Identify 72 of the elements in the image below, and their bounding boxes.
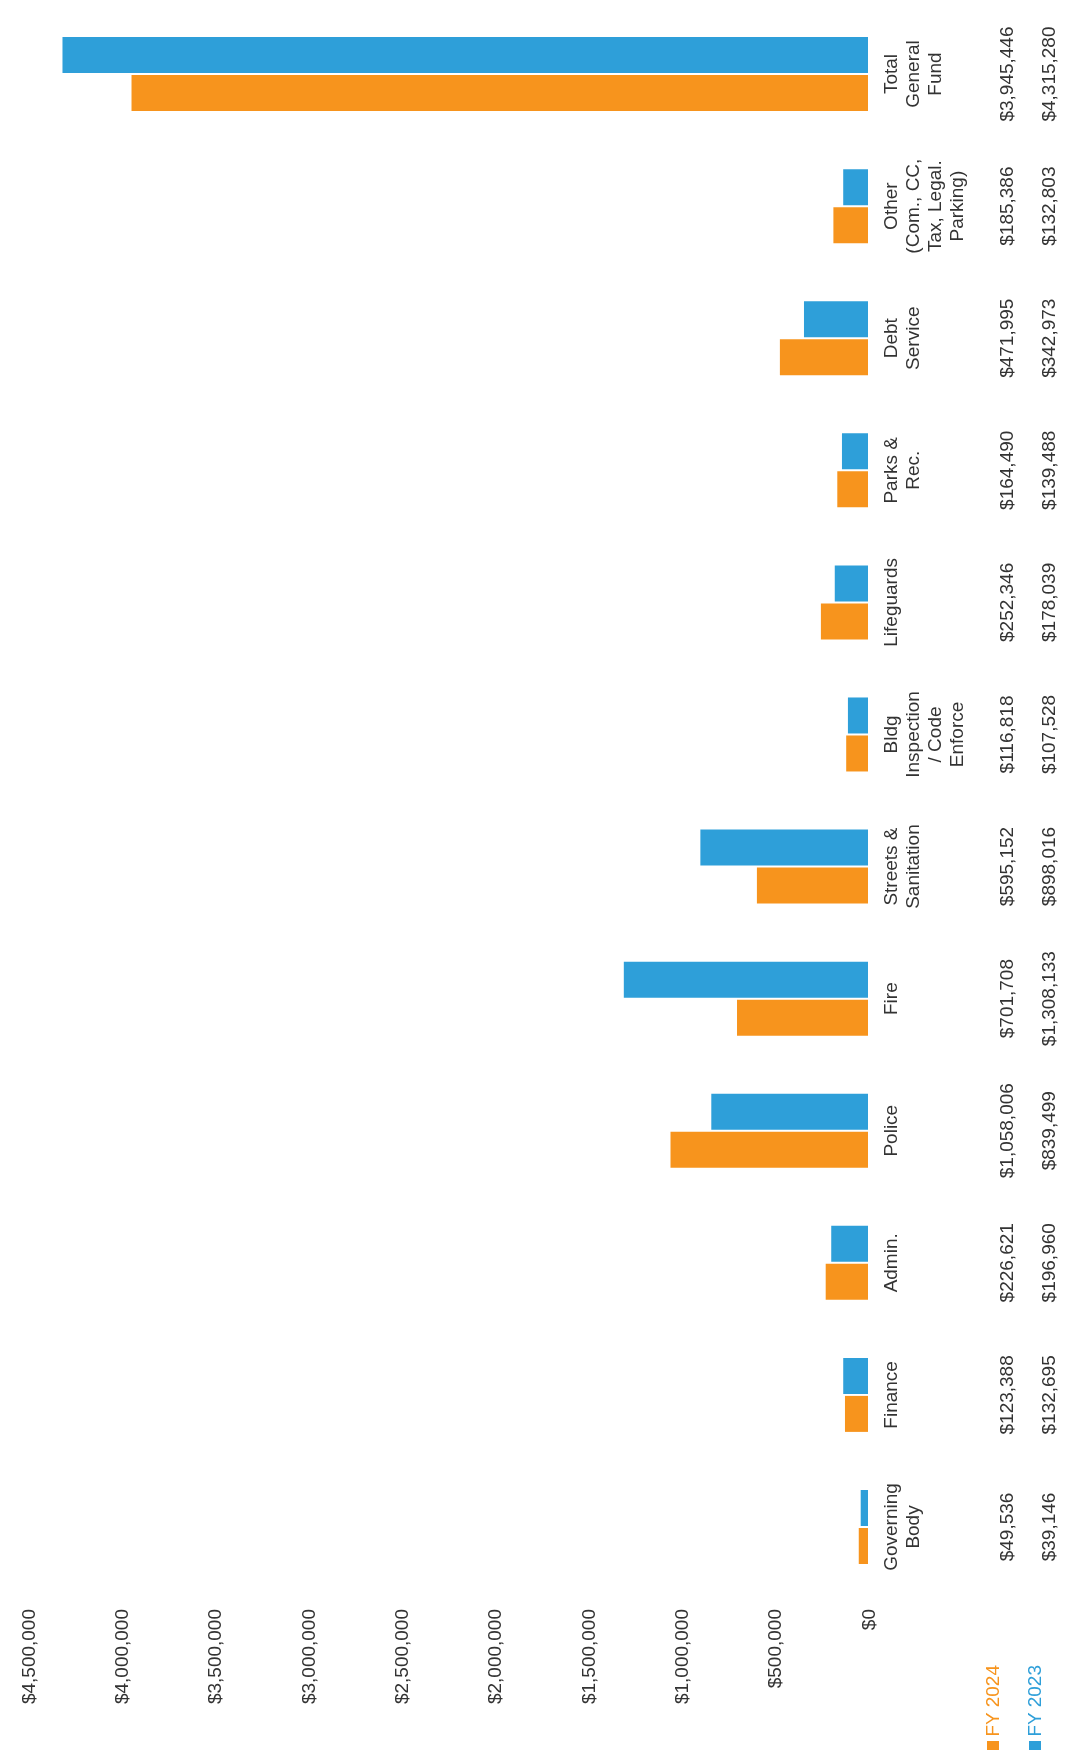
x-tick-label: $0 [857,1609,879,1631]
data-label: $3,945,446 [995,26,1017,122]
data-label: $342,973 [1037,298,1059,378]
x-tick-label: $4,000,000 [110,1609,132,1705]
bar [833,207,868,244]
data-label: $123,388 [995,1355,1017,1435]
data-label: $132,803 [1037,166,1059,246]
y-tick-label: Governing Body [879,1483,923,1571]
bar [847,697,868,734]
bar [843,1357,868,1394]
y-tick-label: Finance [879,1361,901,1429]
bar [700,829,868,866]
bar [837,471,868,508]
data-label: $898,016 [1037,826,1059,907]
y-tick-label: Admin. [879,1233,901,1293]
x-tick-label: $1,500,000 [577,1609,599,1705]
y-tick-label: Police [879,1104,901,1157]
x-tick-label: $500,000 [764,1609,786,1689]
bar [825,1263,868,1300]
y-tick-label: Streets & Sanitation [879,824,923,909]
x-tick-label: $2,500,000 [390,1609,412,1705]
text: FY 2023 [1024,1664,1046,1736]
data-label: $178,039 [1037,562,1059,642]
bar [756,867,868,904]
y-tick-label: Debt Service [879,306,923,370]
bar [779,339,868,376]
bar [711,1093,868,1130]
bar [846,735,868,772]
data-label: $49,536 [995,1492,1017,1562]
bar [844,1395,868,1432]
bar [62,37,868,74]
data-label: $116,818 [995,695,1017,774]
data-label: $1,058,006 [995,1083,1017,1179]
data-label: $196,960 [1037,1223,1059,1303]
data-label: $252,346 [995,562,1017,642]
x-tick-label: $1,000,000 [670,1609,692,1705]
x-tick-label: $3,000,000 [297,1609,319,1705]
x-tick-label: $4,500,000 [17,1609,39,1705]
data-label: $595,152 [995,826,1017,907]
y-tick-label: Total General Fund [879,40,945,108]
bar [831,1225,868,1262]
bar [843,169,868,206]
data-label: $839,499 [1037,1091,1059,1171]
data-label: $701,708 [995,959,1017,1039]
text: FY 2024 [982,1664,1004,1736]
data-label: $39,146 [1037,1492,1059,1562]
bar [834,565,868,602]
bar [623,961,868,998]
data-label: $226,621 [995,1223,1017,1303]
data-label: $185,386 [995,166,1017,246]
data-label: $1,308,133 [1037,951,1059,1047]
bar [858,1527,868,1564]
y-tick-label: Lifeguards [879,558,901,647]
x-tick-label: $2,000,000 [484,1609,506,1705]
y-tick-label: Other (Com., CC, Tax, Legal. Parking) [879,158,967,254]
data-label: $132,695 [1037,1355,1059,1435]
bar [841,433,868,470]
y-tick-label: Bldg Inspection / Code Enforce [879,691,967,778]
bar [670,1131,868,1168]
bar [803,301,868,338]
data-label: $139,488 [1037,430,1059,510]
bar [131,75,868,112]
bar [737,999,868,1036]
x-tick-label: $3,500,000 [204,1609,226,1705]
bar [820,603,868,640]
data-label: $164,490 [995,430,1017,510]
bar [860,1489,868,1526]
data-label: $107,528 [1037,694,1059,775]
data-label: $4,315,280 [1037,26,1059,122]
y-tick-label: Fire [879,982,901,1015]
data-label: $471,995 [995,298,1017,378]
y-tick-label: Parks & Rec. [879,436,923,504]
